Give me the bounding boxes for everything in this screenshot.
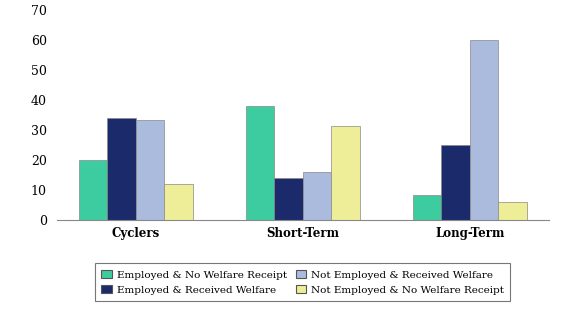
Bar [164,184,192,220]
Bar [498,202,526,220]
Bar [275,178,303,220]
Bar [136,120,164,220]
Legend: Employed & No Welfare Receipt, Employed & Received Welfare, Not Employed & Recei: Employed & No Welfare Receipt, Employed … [95,263,511,301]
Bar [246,106,275,220]
Bar [441,145,470,220]
Bar [331,126,359,220]
Bar [470,40,498,220]
Bar [108,118,136,220]
Bar [303,172,331,220]
Bar [79,160,108,220]
Bar [413,195,441,220]
